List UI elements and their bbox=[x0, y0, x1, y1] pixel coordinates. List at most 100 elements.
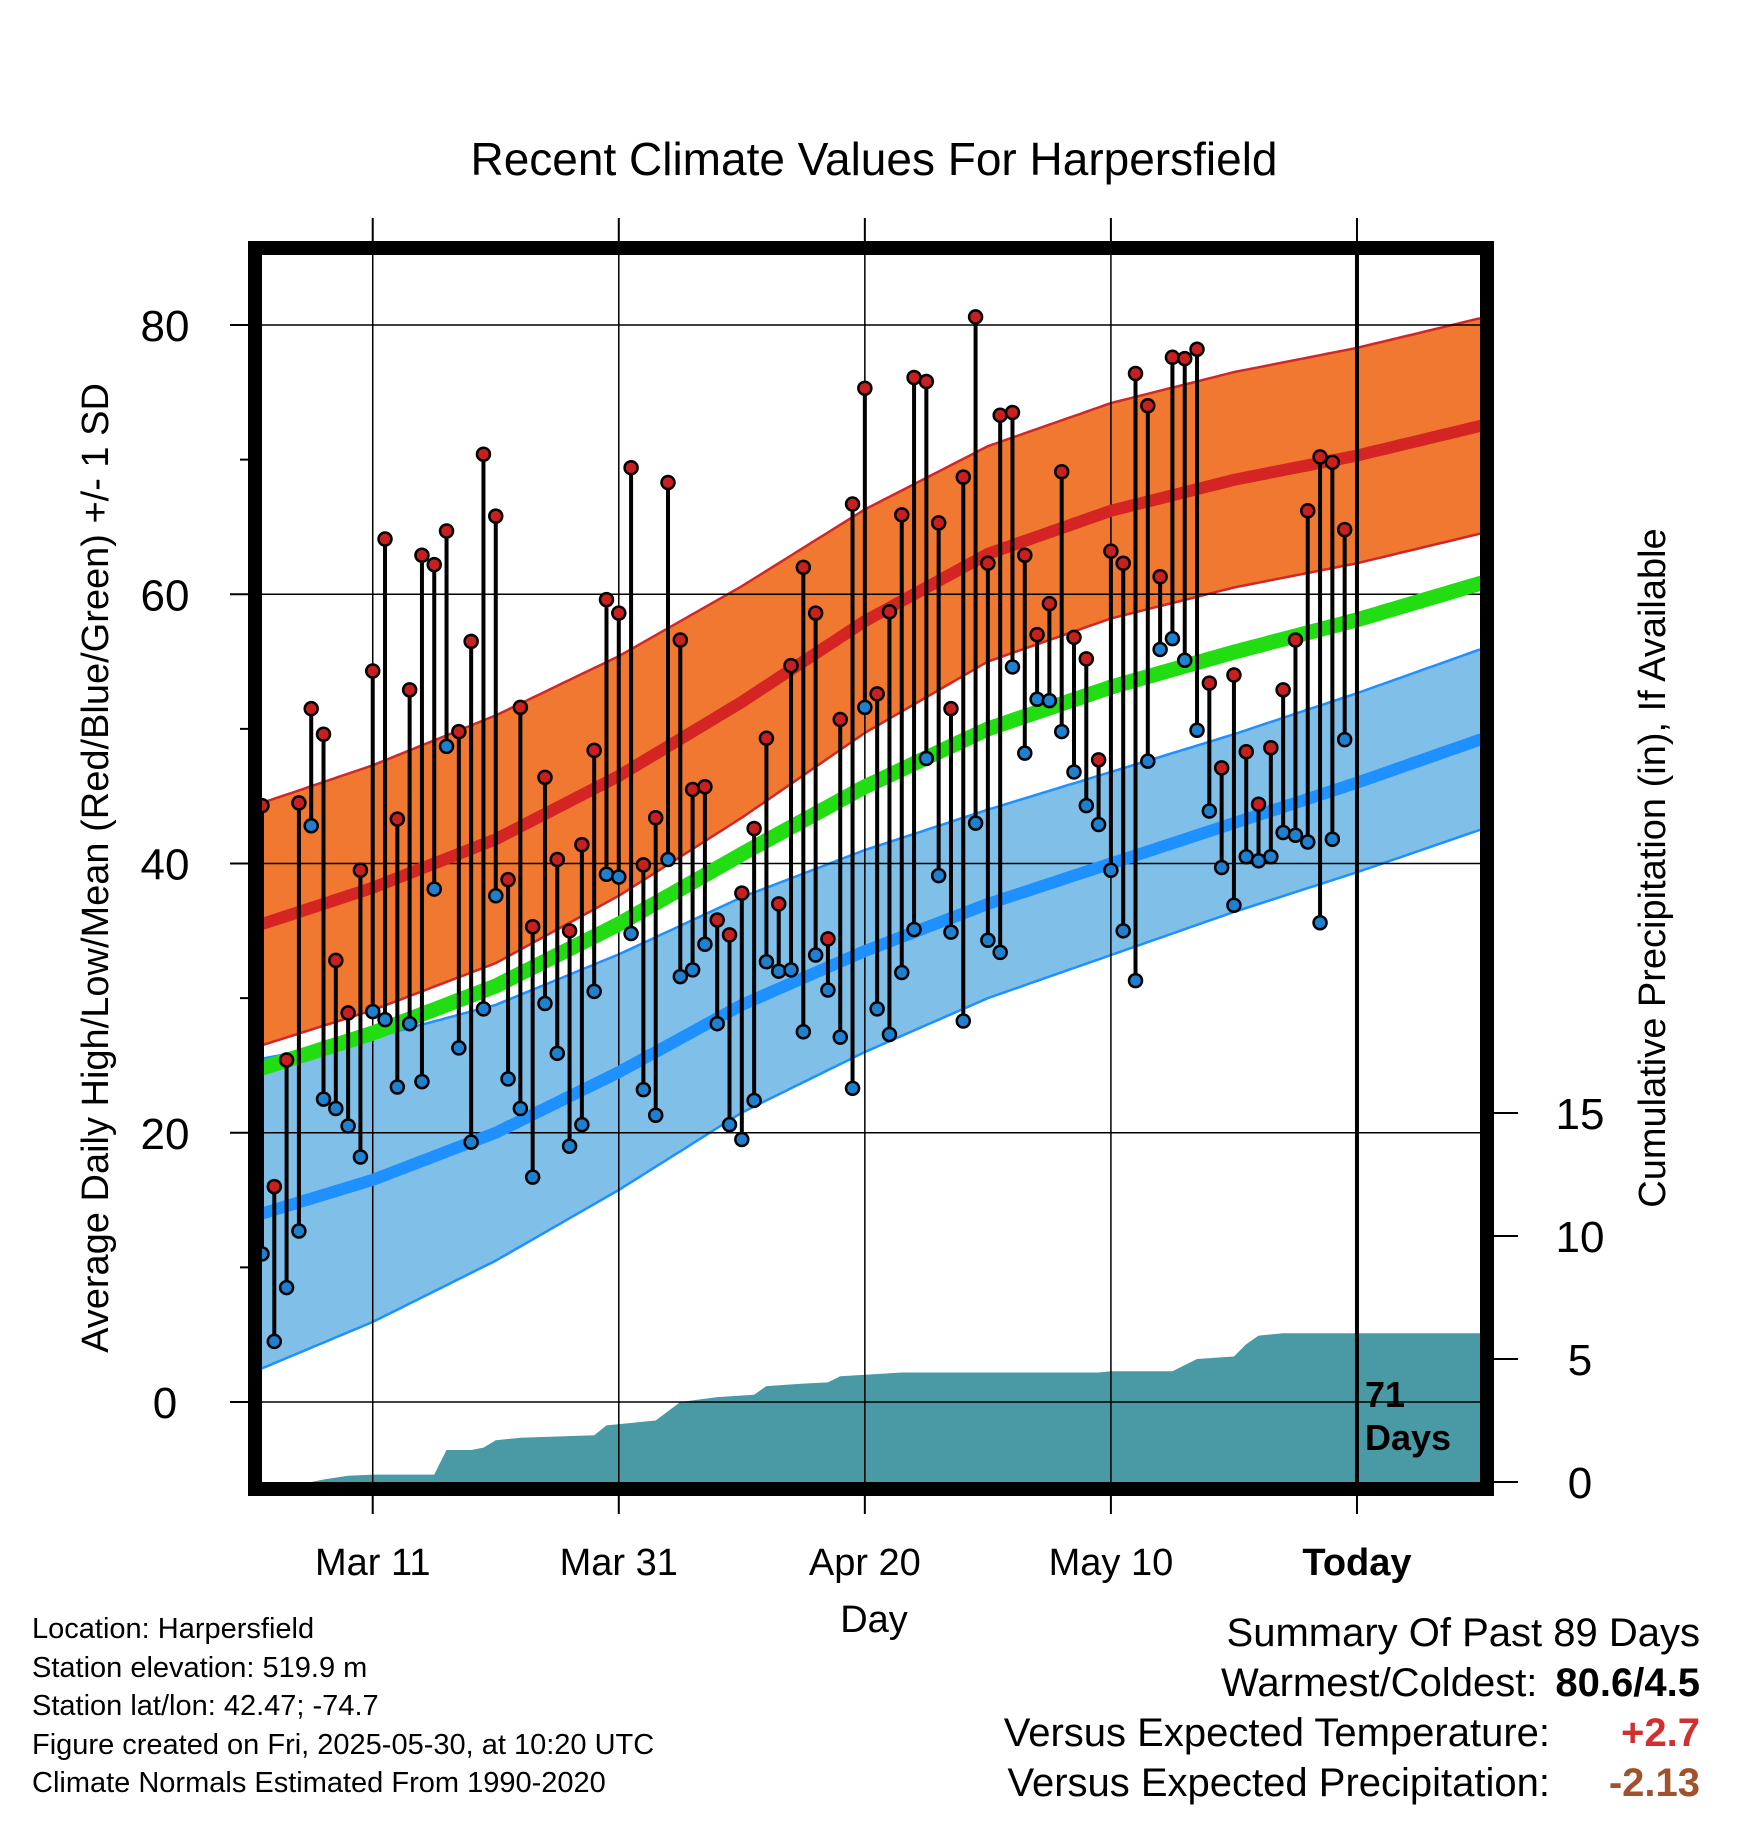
x-tick-label: Mar 11 bbox=[315, 1542, 430, 1584]
daily-high-point bbox=[992, 407, 1008, 423]
daily-low-point bbox=[488, 888, 504, 904]
summary-warmest-row: Warmest/Coldest: 80.6/4.5 bbox=[1004, 1658, 1700, 1708]
daily-low-point bbox=[783, 962, 799, 978]
daily-high-point bbox=[894, 507, 910, 523]
daily-low-point bbox=[844, 1080, 861, 1097]
daily-high-point bbox=[451, 723, 467, 740]
daily-high-point bbox=[1250, 796, 1267, 813]
daily-high-point bbox=[1152, 568, 1168, 585]
daily-low-point bbox=[1287, 827, 1304, 843]
daily-low-point bbox=[930, 867, 947, 884]
daily-low-point bbox=[549, 1045, 566, 1062]
y-tick-label: 20 bbox=[141, 1110, 190, 1159]
y2-tick-label: 10 bbox=[1556, 1213, 1605, 1262]
daily-high-point bbox=[1201, 675, 1218, 691]
y2-tick-label: 0 bbox=[1568, 1459, 1592, 1508]
daily-low-point bbox=[721, 1116, 738, 1133]
daily-low-point bbox=[820, 982, 836, 998]
x-tick-label: Apr 20 bbox=[809, 1542, 921, 1584]
daily-low-point bbox=[1066, 764, 1082, 780]
daily-high-point bbox=[881, 604, 898, 620]
temp-anomaly-label: Versus Expected Temperature: bbox=[1003, 1711, 1550, 1755]
station-info: Location: Harpersfield Station elevation… bbox=[32, 1610, 654, 1803]
daily-high-point bbox=[278, 1052, 295, 1068]
daily-low-point bbox=[1250, 853, 1267, 869]
daily-low-point bbox=[377, 1011, 393, 1028]
daily-high-point bbox=[869, 686, 885, 702]
normal-mean-line bbox=[262, 576, 1480, 1076]
daily-low-point bbox=[1041, 692, 1058, 709]
latlon-text: Station lat/lon: 42.47; -74.7 bbox=[32, 1690, 379, 1722]
daily-high-point bbox=[537, 769, 553, 786]
daily-low-point bbox=[746, 1092, 762, 1109]
daily-low-point bbox=[1300, 834, 1316, 850]
daily-low-point bbox=[611, 869, 627, 885]
daily-high-point bbox=[1176, 350, 1193, 367]
daily-low-point bbox=[1115, 923, 1131, 939]
daily-high-point bbox=[758, 730, 775, 747]
daily-high-point bbox=[930, 515, 947, 531]
daily-markers bbox=[254, 309, 1353, 1350]
daily-high-point bbox=[1127, 365, 1144, 382]
precip-anomaly-value: -2.13 bbox=[1608, 1761, 1700, 1805]
daily-high-point bbox=[352, 862, 369, 878]
x-tick-label: Mar 31 bbox=[560, 1542, 678, 1584]
daily-high-point bbox=[1275, 682, 1291, 698]
daily-low-point bbox=[1275, 824, 1291, 841]
daily-high-point bbox=[857, 380, 873, 397]
daily-low-point bbox=[1213, 859, 1230, 876]
daily-high-point bbox=[1312, 449, 1328, 465]
x-tick-label: May 10 bbox=[1049, 1542, 1174, 1584]
daily-low-point bbox=[438, 738, 455, 755]
daily-low-point bbox=[1238, 849, 1254, 865]
daily-low-point bbox=[660, 851, 676, 868]
daily-high-point bbox=[1029, 626, 1045, 643]
daily-low-point bbox=[672, 968, 689, 985]
daily-low-point bbox=[1140, 753, 1156, 769]
y-axis-label: Average Daily High/Low/Mean (Red/Blue/Gr… bbox=[75, 383, 117, 1353]
daily-low-point bbox=[598, 866, 615, 883]
daily-high-point bbox=[721, 927, 738, 943]
location-text: Location: Harpersfield bbox=[32, 1613, 315, 1645]
daily-high-point bbox=[524, 919, 541, 935]
summary-precip-row: Versus Expected Precipitation: -2.13 bbox=[1004, 1758, 1700, 1808]
daily-low-point bbox=[1226, 897, 1242, 913]
y-tick-label: 0 bbox=[153, 1379, 177, 1428]
daily-low-point bbox=[1201, 803, 1218, 819]
daily-low-point bbox=[980, 932, 996, 948]
daily-high-point bbox=[1140, 398, 1156, 414]
daily-high-point bbox=[463, 633, 479, 650]
daily-low-point bbox=[303, 818, 319, 834]
daily-low-point bbox=[770, 963, 787, 979]
daily-low-point bbox=[918, 750, 935, 767]
daily-high-point bbox=[328, 952, 344, 969]
daily-low-point bbox=[512, 1100, 529, 1117]
daily-high-point bbox=[635, 857, 652, 873]
daily-high-point bbox=[1263, 739, 1279, 756]
daily-high-point bbox=[303, 700, 319, 717]
daily-low-point bbox=[857, 699, 873, 716]
precip-anomaly-label: Versus Expected Precipitation: bbox=[1007, 1761, 1550, 1805]
summary-panel: Summary Of Past 89 Days Warmest/Coldest:… bbox=[1004, 1608, 1700, 1808]
daily-low-point bbox=[1017, 745, 1033, 761]
y-tick-label: 80 bbox=[141, 302, 190, 351]
daily-low-point bbox=[623, 925, 639, 942]
daily-high-point bbox=[807, 605, 824, 621]
precipitation-area bbox=[262, 1333, 1480, 1482]
daily-low-point bbox=[1078, 797, 1095, 814]
daily-low-point bbox=[1053, 723, 1070, 740]
daily-low-point bbox=[451, 1040, 467, 1056]
daily-low-point bbox=[401, 1015, 418, 1032]
daily-high-point bbox=[598, 591, 615, 608]
daily-low-point bbox=[906, 921, 922, 938]
daily-low-point bbox=[1029, 691, 1045, 708]
normal-high-band-lower-edge bbox=[262, 532, 1480, 1047]
daily-low-point bbox=[967, 815, 984, 831]
daily-low-point bbox=[795, 1024, 812, 1040]
daily-high-point bbox=[340, 1005, 356, 1021]
daily-low-point bbox=[537, 995, 553, 1012]
daily-high-point bbox=[1066, 629, 1082, 646]
daily-low-point bbox=[586, 983, 602, 1000]
daily-high-point bbox=[943, 700, 959, 717]
